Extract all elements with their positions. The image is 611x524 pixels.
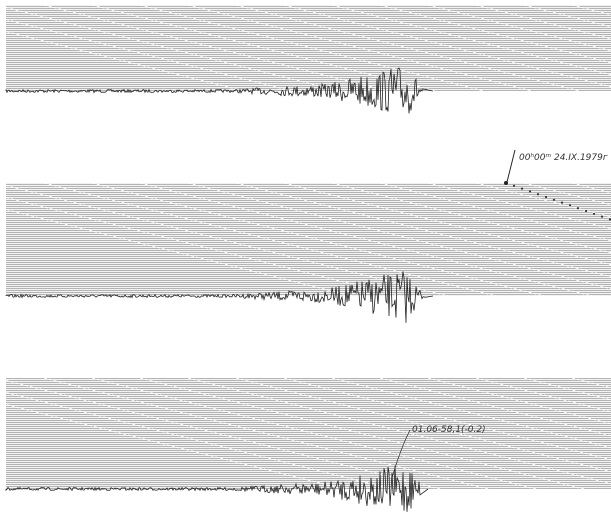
dot	[545, 196, 547, 198]
seismogram: 00ʰ00ᵐ 24.IX.1979г 01.06-58,1(-0.2)	[0, 0, 611, 524]
dot	[601, 216, 603, 218]
dot	[529, 190, 531, 192]
event-label: 01.06-58,1(-0.2)	[412, 425, 486, 435]
dot	[593, 213, 595, 215]
dot	[569, 204, 571, 206]
dot	[537, 193, 539, 195]
marker-dot	[504, 181, 508, 185]
arrow	[507, 150, 515, 182]
band	[6, 5, 611, 91]
dot	[513, 185, 515, 187]
dot	[561, 202, 563, 204]
time-label: 00ʰ00ᵐ 24.IX.1979г	[519, 153, 608, 163]
dot	[553, 199, 555, 201]
band	[6, 378, 611, 489]
dot	[577, 207, 579, 209]
page: {"annotations": {"time_mark": "00ʰ00ᵐ 24…	[0, 0, 611, 524]
dot	[585, 210, 587, 212]
dot	[521, 188, 523, 190]
record-bands	[6, 5, 611, 489]
band	[6, 183, 611, 296]
